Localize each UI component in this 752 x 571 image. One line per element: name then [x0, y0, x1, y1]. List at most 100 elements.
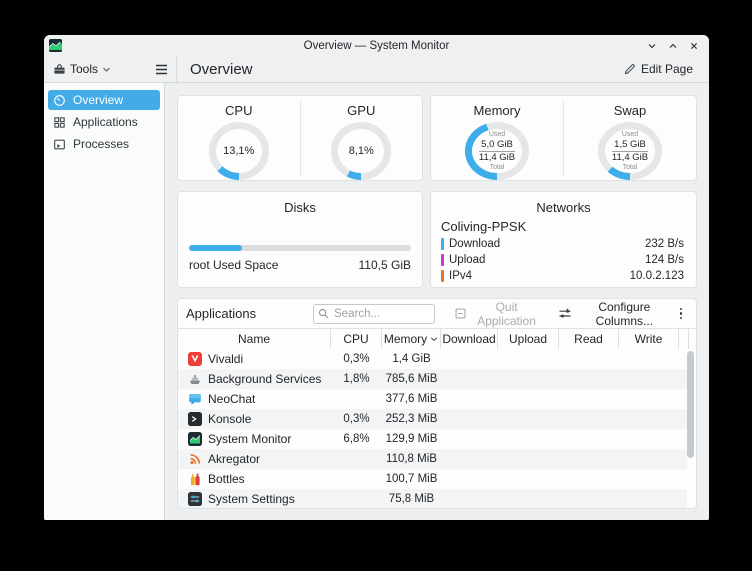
cpu-value: 13,1%	[223, 145, 255, 157]
speedometer-icon	[53, 94, 66, 107]
column-header-read[interactable]: Read	[559, 329, 619, 349]
memory-title: Memory	[473, 103, 521, 118]
sidebar-item-processes[interactable]: Processes	[48, 134, 160, 154]
memory-total-value: 11,4 GiB	[478, 151, 516, 163]
table-row[interactable]: Bottles 100,7 MiB	[178, 469, 687, 489]
cpu-gauge: CPU 13,1%	[178, 96, 300, 180]
cpu-title: CPU	[225, 103, 253, 118]
vivaldi-icon	[188, 352, 202, 366]
sidebar-item-applications[interactable]: Applications	[48, 112, 160, 132]
table-row[interactable]: Vivaldi 0,3% 1,4 GiB	[178, 349, 687, 369]
gpu-value: 8,1%	[348, 145, 374, 157]
close-icon[interactable]	[687, 39, 701, 53]
window-title: Overview — System Monitor	[303, 39, 450, 52]
toolbar: Tools Overview Edit Page	[44, 56, 709, 83]
app-cpu-value: 6,8%	[343, 433, 370, 445]
titlebar[interactable]: Overview — System Monitor	[44, 35, 709, 56]
column-header-write[interactable]: Write	[619, 329, 679, 349]
search-icon	[318, 308, 329, 319]
app-memory-value: 252,3 MiB	[385, 413, 438, 425]
configure-columns-button[interactable]: Configure Columns...	[556, 299, 673, 330]
sidebar-toggle-icon[interactable]	[153, 62, 170, 77]
search-box[interactable]	[313, 303, 435, 324]
app-memory-value: 110,8 MiB	[386, 453, 437, 465]
memory-used-label: Used	[488, 130, 506, 138]
overflow-menu-icon[interactable]	[674, 305, 689, 323]
upload-label: Upload	[449, 254, 486, 266]
edit-page-button[interactable]: Edit Page	[618, 61, 699, 77]
table-row[interactable]: Akregator 110,8 MiB	[178, 449, 687, 469]
app-memory-value: 1,4 GiB	[392, 353, 431, 365]
table-row[interactable]: Background Services 1,8% 785,6 MiB	[178, 369, 687, 389]
disk-usage-fill	[189, 245, 243, 251]
toolbox-icon	[53, 63, 66, 76]
app-name: Vivaldi	[208, 352, 244, 366]
applications-title: Applications	[186, 306, 257, 321]
card-divider	[299, 100, 301, 176]
sidebar-item-label: Applications	[73, 115, 138, 129]
neochat-icon	[188, 392, 202, 406]
app-memory-value: 377,6 MiB	[385, 393, 438, 405]
chevron-down-icon	[102, 65, 111, 74]
app-name: Bottles	[208, 472, 245, 486]
table-row[interactable]: System Monitor 6,8% 129,9 MiB	[178, 429, 687, 449]
table-row[interactable]: Konsole 0,3% 252,3 MiB	[178, 409, 687, 429]
quit-application-icon	[454, 307, 467, 320]
system-settings-icon	[188, 492, 202, 506]
sidebar-item-label: Overview	[73, 93, 124, 107]
app-memory-value: 129,9 MiB	[385, 433, 438, 445]
disk-usage-bar	[189, 245, 411, 251]
maximize-icon[interactable]	[666, 39, 680, 53]
download-label: Download	[449, 238, 501, 250]
disks-title: Disks	[284, 200, 316, 215]
table-header: Name CPU Memory Download Upload Read Wri…	[178, 328, 696, 349]
tools-menu-button[interactable]: Tools	[50, 60, 114, 78]
swap-used-value: 1,5 GiB	[612, 138, 648, 152]
ipv4-label: IPv4	[449, 270, 473, 282]
bottles-icon	[188, 472, 202, 486]
app-cpu-value: 1,8%	[343, 373, 370, 385]
column-header-cpu[interactable]: CPU	[331, 329, 382, 349]
edit-page-label: Edit Page	[640, 62, 693, 76]
search-input[interactable]	[332, 306, 430, 321]
column-header-upload[interactable]: Upload	[498, 329, 559, 349]
swap-total-label: Total	[622, 163, 638, 171]
networks-card: Networks Coliving-PPSK Download 232 B/s …	[430, 191, 697, 288]
upload-color-bar	[441, 254, 444, 266]
app-name: Background Services	[208, 372, 322, 386]
disk-label: root Used Space	[189, 258, 279, 272]
quit-application-label: Quit Application	[477, 299, 536, 328]
app-memory-value: 100,7 MiB	[385, 473, 438, 485]
gpu-gauge: GPU 8,1%	[301, 96, 423, 180]
app-name: System Settings	[208, 492, 295, 506]
table-row[interactable]: NeoChat 377,6 MiB	[178, 389, 687, 409]
column-header-memory[interactable]: Memory	[382, 329, 441, 349]
configure-columns-label: Configure Columns...	[595, 299, 654, 328]
memory-total-label: Total	[489, 163, 505, 171]
configure-columns-icon	[558, 307, 572, 320]
minimize-icon[interactable]	[645, 39, 659, 53]
column-header-name[interactable]: Name	[178, 329, 331, 349]
sort-descending-icon	[430, 335, 438, 343]
memory-used-value: 5,0 GiB	[479, 138, 515, 152]
akregator-icon	[188, 452, 202, 466]
swap-ring-chart: Used 1,5 GiB 11,4 GiB Total	[598, 122, 662, 180]
card-divider	[563, 100, 564, 176]
memory-gauge: Memory Used 5,0 GiB 11,4 GiB Total	[431, 96, 563, 180]
swap-total-value: 11,4 GiB	[611, 151, 649, 163]
disks-card: Disks root Used Space 110,5 GiB	[177, 191, 423, 288]
scrollbar-thumb[interactable]	[687, 351, 694, 458]
table-scrollbar[interactable]	[687, 351, 694, 506]
disk-value: 110,5 GiB	[358, 258, 411, 272]
swap-title: Swap	[613, 103, 647, 118]
app-name: System Monitor	[208, 432, 292, 446]
app-name: Akregator	[208, 452, 261, 466]
sidebar-item-overview[interactable]: Overview	[48, 90, 160, 110]
cpu-ring-chart: 13,1%	[208, 122, 269, 180]
column-header-download[interactable]: Download	[441, 329, 498, 349]
quit-application-button[interactable]: Quit Application	[452, 299, 543, 330]
sidebar-item-label: Processes	[73, 137, 130, 151]
table-row[interactable]: System Settings 75,8 MiB	[178, 489, 687, 508]
column-header-end	[689, 329, 696, 349]
gpu-title: GPU	[347, 103, 376, 118]
